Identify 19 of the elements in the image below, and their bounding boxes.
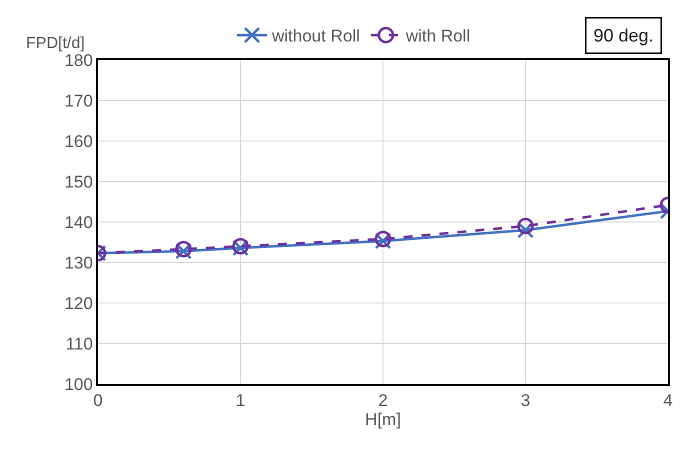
text: 90 deg.: [594, 26, 654, 46]
y-tick-label: 140: [64, 212, 93, 232]
y-tick-label: 130: [64, 253, 93, 272]
x-tick-label: 4: [663, 391, 673, 410]
y-tick-label: 110: [66, 334, 93, 354]
y-axis-title: FPD[t/d]: [26, 35, 85, 52]
x-axis-title: H[m]: [365, 410, 401, 430]
y-tick-label: 180: [64, 50, 93, 70]
x-tick-label: 2: [378, 391, 388, 410]
x-tick-label: 3: [520, 391, 530, 410]
y-tick-label: 100: [64, 374, 93, 394]
y-tick-label: 120: [64, 294, 93, 313]
legend-label: without Roll: [271, 26, 360, 46]
y-tick-label: 170: [64, 91, 93, 110]
x-tick-label: 1: [236, 391, 246, 410]
x-tick-label: 0: [93, 391, 103, 410]
y-tick-label: 150: [64, 172, 93, 192]
y-tick-label: 160: [64, 132, 93, 151]
legend-label: with Roll: [404, 26, 470, 46]
